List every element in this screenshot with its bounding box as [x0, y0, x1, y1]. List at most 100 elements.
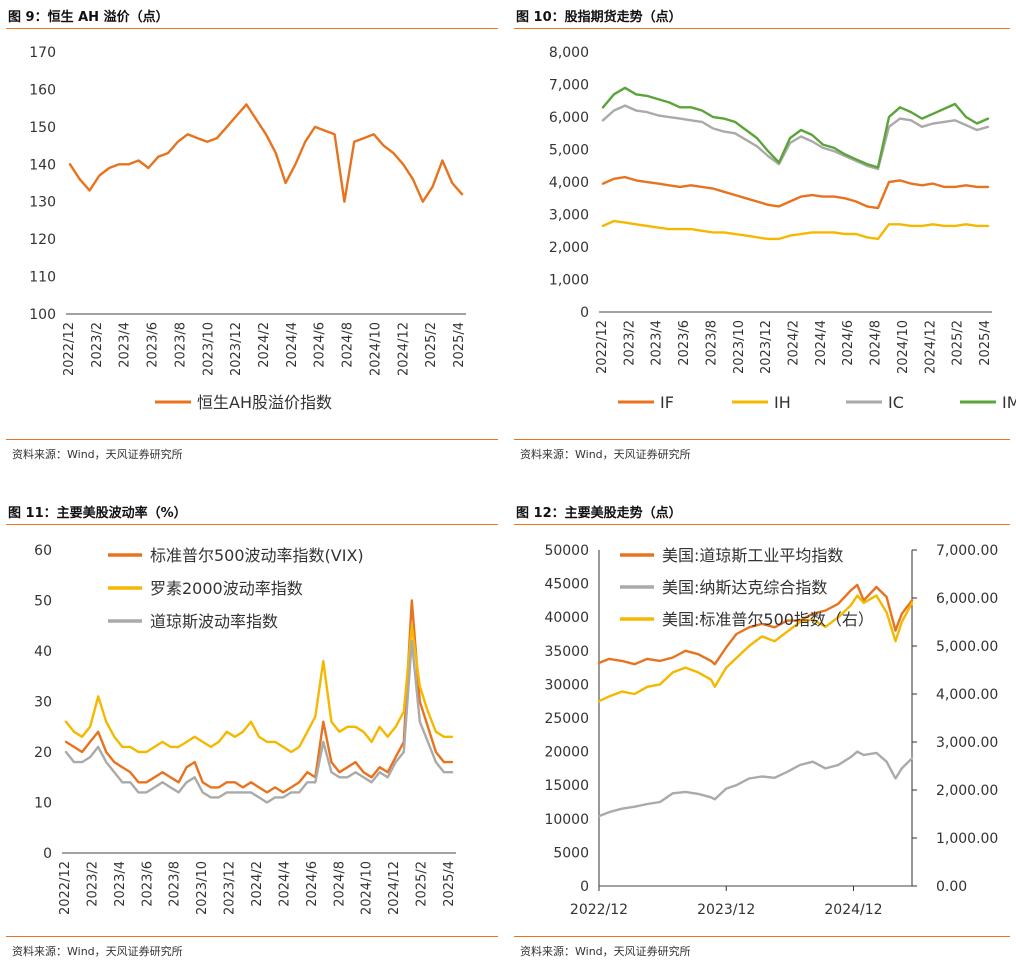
series-line-1: [68, 103, 464, 203]
y-tick-label: 100: [29, 307, 56, 323]
x-tick-label: 2023/4: [650, 320, 665, 366]
x-tick-label: 2025/4: [442, 861, 457, 907]
right-tick-label: 6,000.00: [936, 591, 998, 607]
y-tick-label: 0: [580, 879, 589, 895]
series-line-1: [601, 175, 990, 210]
x-tick-label: 2022/12: [58, 861, 73, 915]
chart-title: 图 12：主要美股走势（点）: [516, 506, 682, 521]
right-tick-label: 1,000.00: [936, 831, 998, 847]
chart-title: 图 10：股指期货走势（点）: [516, 10, 682, 25]
y-tick-label: 5000: [553, 845, 589, 861]
x-tick-label: 2025/4: [978, 320, 993, 366]
x-tick-label: 2024/2: [257, 322, 272, 368]
x-tick-label: 2024/10: [368, 322, 383, 376]
source-divider: [6, 439, 498, 440]
y-tick-label: 3,000: [549, 208, 589, 224]
right-tick-label: 2,000.00: [936, 783, 998, 799]
y-tick-label: 0: [43, 846, 52, 862]
x-tick-label: 2023/4: [118, 322, 133, 368]
y-tick-label: 130: [29, 195, 56, 211]
x-tick-label: 2024/4: [814, 320, 829, 366]
x-tick-label: 2022/12: [595, 320, 610, 374]
right-tick-label: 5,000.00: [936, 639, 998, 655]
series-line-3: [64, 639, 454, 804]
x-tick-label: 2024/4: [285, 322, 300, 368]
x-tick-label: 2023/2: [622, 320, 637, 366]
title-divider: [514, 28, 1010, 29]
x-tick-label: 2024/12: [387, 861, 402, 915]
x-tick-label: 2023/12: [759, 320, 774, 374]
x-tick-label: 2024/12: [824, 902, 882, 918]
right-tick-label: 7,000.00: [936, 543, 998, 559]
source-divider: [6, 936, 498, 937]
x-tick-label: 2024/6: [313, 322, 328, 368]
series-line-1: [597, 583, 914, 666]
legend-label: IC: [888, 393, 904, 412]
chart-panel-us-volatility: 图 11：主要美股波动率（%） 0 10 20 30 40 50 60 2022/12 2023…: [0, 496, 508, 964]
x-tick-label: 2023/2: [90, 322, 105, 368]
y-tick-label: 4,000: [549, 175, 589, 191]
right-tick-label: 0.00: [936, 879, 967, 895]
chart-title: 图 11：主要美股波动率（%）: [8, 506, 187, 521]
x-tick-label: 2024/6: [841, 320, 856, 366]
series-line-4: [601, 86, 990, 169]
y-tick-label: 8,000: [549, 45, 589, 61]
source-note: 资料来源：Wind，天风证券研究所: [12, 945, 183, 958]
y-tick-label: 20: [34, 745, 52, 761]
y-tick-label: 6,000: [549, 110, 589, 126]
y-tick-label: 15000: [544, 778, 589, 794]
x-tick-label: 2023/12: [697, 902, 755, 918]
x-tick-label: 2023/12: [229, 322, 244, 376]
right-tick-label: 4,000.00: [936, 687, 998, 703]
legend-label: IH: [774, 393, 791, 412]
x-tick-label: 2023/10: [195, 861, 210, 915]
series-line-2: [64, 624, 454, 754]
x-tick-label: 2025/4: [452, 322, 467, 368]
x-tick-label: 2025/2: [424, 322, 439, 368]
y-tick-label: 160: [29, 82, 56, 98]
x-tick-label: 2024/8: [341, 322, 356, 368]
x-tick-label: 2024/8: [332, 861, 347, 907]
x-tick-label: 2024/12: [923, 320, 938, 374]
x-tick-label: 2023/4: [113, 861, 128, 907]
x-tick-label: 2023/6: [146, 322, 161, 368]
chart-panel-ah-premium: 图 9：恒生 AH 溢价（点） 100 110 120 130 140 150 160 170…: [0, 0, 508, 470]
title-divider: [6, 524, 498, 525]
y-tick-label: 45000: [544, 577, 589, 593]
y-tick-label: 2,000: [549, 240, 589, 256]
x-tick-label: 2024/6: [305, 861, 320, 907]
y-tick-label: 170: [29, 45, 56, 61]
y-tick-label: 40: [34, 644, 52, 660]
y-tick-label: 1,000: [549, 273, 589, 289]
legend-label: 美国:道琼斯工业平均指数: [662, 546, 843, 565]
legend-label: 标准普尔500波动率指数(VIX): [150, 546, 364, 565]
legend-label: 恒生AH股溢价指数: [197, 393, 332, 412]
source-note: 资料来源：Wind，天风证券研究所: [520, 448, 691, 461]
y-tick-label: 120: [29, 232, 56, 248]
y-tick-label: 50000: [544, 543, 589, 559]
legend-label: 道琼斯波动率指数: [150, 612, 278, 631]
series-line-1: [64, 599, 454, 794]
legend-label: 罗素2000波动率指数: [150, 579, 303, 598]
legend-label: 美国:纳斯达克综合指数: [662, 578, 827, 597]
y-tick-label: 10: [34, 796, 52, 812]
y-tick-label: 30000: [544, 677, 589, 693]
source-divider: [514, 936, 1010, 937]
y-tick-label: 50: [34, 594, 52, 610]
y-tick-label: 140: [29, 157, 56, 173]
y-tick-label: 150: [29, 120, 56, 136]
chart-panel-index-futures: 图 10：股指期货走势（点） 0 1,000 2,000 3,000 4,000 5,00…: [508, 0, 1016, 470]
x-tick-label: 2023/8: [168, 861, 183, 907]
series-line-2: [601, 219, 990, 241]
series-line-3: [597, 594, 914, 703]
y-tick-label: 7,000: [549, 78, 589, 94]
x-tick-label: 2024/8: [869, 320, 884, 366]
y-tick-label: 0: [580, 305, 589, 321]
x-tick-label: 2024/4: [277, 861, 292, 907]
legend-label: 美国:标准普尔500指数（右）: [662, 610, 874, 629]
y-tick-label: 5,000: [549, 143, 589, 159]
x-tick-label: 2022/12: [570, 902, 628, 918]
chart-ah-premium: 100 110 120 130 140 150 160 170 2022/12 2023/2 202…: [29, 45, 467, 412]
legend-label: IM: [1002, 393, 1016, 412]
x-tick-label: 2023/6: [677, 320, 692, 366]
